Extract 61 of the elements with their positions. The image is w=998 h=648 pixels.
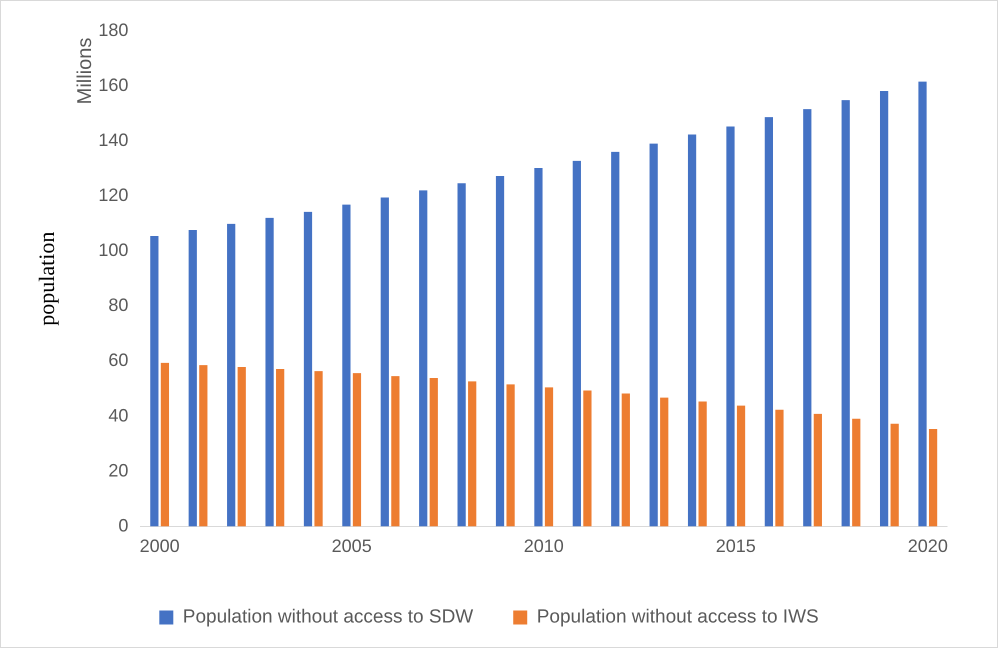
bar <box>391 376 400 526</box>
bar <box>803 109 812 526</box>
x-tick-label: 2015 <box>716 536 756 556</box>
bar <box>736 406 746 526</box>
bar <box>188 230 197 526</box>
y-tick-label: 20 <box>108 460 128 480</box>
bar <box>544 387 554 526</box>
bar <box>238 367 246 526</box>
y-tick-label: 180 <box>98 20 128 40</box>
y-tick-label: 160 <box>98 75 128 96</box>
bar <box>342 204 351 526</box>
bar <box>918 82 927 526</box>
y-tick-label: 100 <box>98 240 128 260</box>
bar <box>265 218 274 526</box>
bar <box>496 176 504 526</box>
bar <box>842 100 850 526</box>
bar <box>160 362 170 526</box>
bar <box>199 365 208 526</box>
bar <box>622 393 630 526</box>
bar <box>583 390 592 526</box>
legend-label: Population without access to IWS <box>536 606 819 628</box>
y-tick-label: 80 <box>108 295 128 316</box>
bar <box>880 91 888 526</box>
bar <box>698 401 707 526</box>
y-axis-title: population <box>34 232 59 326</box>
bar <box>276 368 284 526</box>
bar <box>458 183 466 526</box>
bar <box>852 418 860 526</box>
x-tick-label: 2020 <box>908 536 948 556</box>
x-tick-label: 2005 <box>332 536 372 556</box>
x-tick-label: 2010 <box>524 536 564 556</box>
bar <box>726 126 735 526</box>
bar <box>227 224 236 526</box>
bar <box>764 117 773 526</box>
bar <box>419 190 428 526</box>
bar <box>150 236 158 526</box>
bar <box>890 424 899 526</box>
bar <box>380 198 389 526</box>
bar <box>650 144 658 526</box>
x-tick-label: 2000 <box>140 536 180 556</box>
bar <box>814 414 822 526</box>
bar <box>611 152 620 526</box>
text: Millions <box>74 38 96 104</box>
bar <box>314 371 323 526</box>
legend-label: Population without access to SDW <box>182 606 474 628</box>
bar <box>534 168 543 526</box>
y-tick-label: 0 <box>118 515 128 536</box>
bar <box>304 212 312 526</box>
bar <box>572 160 581 526</box>
bar <box>430 378 438 526</box>
bar <box>352 373 362 526</box>
y-tick-label: 120 <box>98 185 128 206</box>
bar <box>660 398 668 526</box>
bar <box>506 384 515 526</box>
bar <box>688 134 696 526</box>
bar <box>468 381 476 526</box>
bar <box>928 428 938 526</box>
bar <box>775 410 784 526</box>
y-tick-label: 40 <box>108 405 128 426</box>
y-tick-label: 140 <box>98 130 128 150</box>
y-tick-label: 60 <box>108 350 128 370</box>
